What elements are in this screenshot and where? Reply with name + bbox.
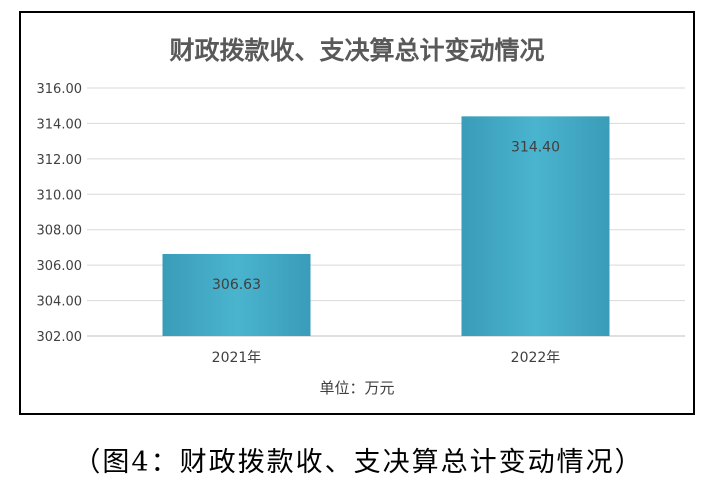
data-label: 306.63	[212, 277, 261, 293]
chart-frame: 财政拨款收、支决算总计变动情况 302.00 304.00 306.00 308.00…	[19, 11, 695, 415]
x-tick-label: 2022年	[511, 350, 561, 366]
figure-caption: （图4：财政拨款收、支决算总计变动情况）	[73, 447, 644, 478]
bar-chart: 302.00 304.00 306.00 308.00 310.00 312.00 314.…	[37, 82, 685, 366]
y-tick-label: 316.00	[37, 82, 83, 97]
bar	[162, 253, 311, 336]
data-label: 314.40	[511, 139, 560, 155]
chart-title: 财政拨款收、支决算总计变动情况	[169, 36, 545, 65]
x-tick-label: 2021年	[212, 350, 262, 366]
y-tick-label: 306.00	[37, 259, 83, 274]
y-tick-label: 304.00	[37, 295, 83, 310]
y-tick-label: 302.00	[37, 330, 83, 345]
y-tick-label: 314.00	[37, 117, 83, 132]
bar	[461, 116, 610, 336]
y-tick-label: 308.00	[37, 224, 83, 239]
y-tick-label: 310.00	[37, 188, 83, 203]
x-axis-label: 单位：万元	[319, 379, 395, 397]
y-tick-label: 312.00	[37, 153, 83, 168]
